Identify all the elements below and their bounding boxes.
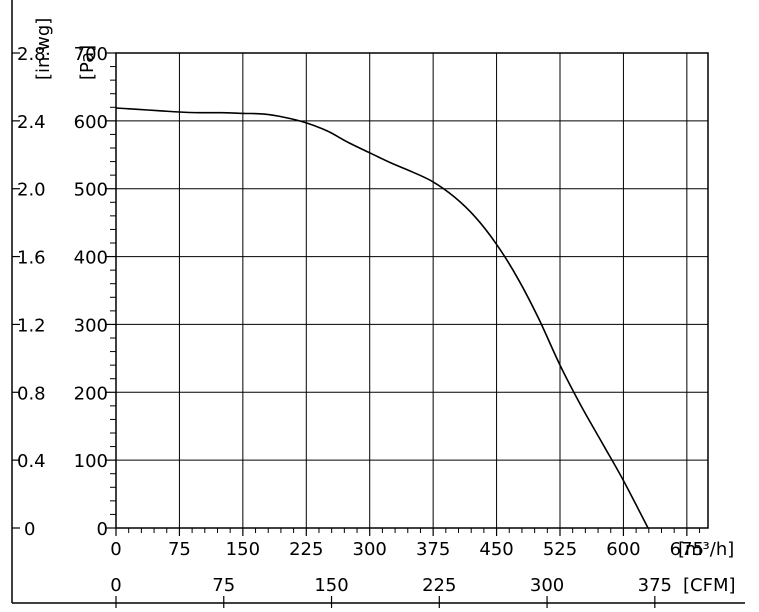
y-secondary-tick-label: 0	[24, 519, 35, 540]
x-unit-secondary: [CFM]	[683, 575, 736, 596]
y-tick-label: 700	[74, 44, 108, 65]
x-tick-label: 150	[226, 539, 260, 560]
x-tick-label: 225	[289, 539, 323, 560]
y-secondary-tick-label: 2.8	[17, 44, 46, 65]
x-tick-label: 75	[168, 539, 191, 560]
y-secondary-tick-label: 0.4	[17, 451, 46, 472]
tick-labels: 0 75 150 225 300 375 450 525 600 675 0 100 200 300 400…	[17, 44, 704, 596]
x-secondary-tick-label: 0	[110, 575, 121, 596]
y-tick-label: 0	[97, 519, 108, 540]
y-tick-label: 500	[74, 180, 108, 201]
y-secondary-tick-label: 0.8	[17, 383, 46, 404]
y-secondary-tick-label: 2.4	[17, 112, 46, 133]
y-secondary-tick-label: 2.0	[17, 180, 46, 201]
x-unit-primary: [m³/h]	[678, 539, 734, 560]
x-secondary-tick-label: 75	[212, 575, 235, 596]
x-secondary-tick-label: 225	[422, 575, 456, 596]
y-secondary-tick-label: 1.2	[17, 315, 46, 336]
x-secondary-tick-label: 300	[530, 575, 564, 596]
grid	[12, 52, 708, 608]
x-tick-label: 375	[416, 539, 450, 560]
performance-curve	[115, 107, 649, 529]
x-tick-label: 675	[670, 539, 704, 560]
plot-area-border	[115, 52, 709, 529]
x-tick-label: 450	[479, 539, 513, 560]
x-secondary-tick-label: 150	[314, 575, 348, 596]
y-tick-label: 600	[74, 112, 108, 133]
x-tick-label: 525	[543, 539, 577, 560]
y-tick-label: 300	[74, 315, 108, 336]
y-unit-secondary: [in.wg]	[33, 18, 54, 80]
minor-ticks	[110, 66, 701, 533]
x-tick-label: 600	[606, 539, 640, 560]
y-unit-primary: [Pa]	[77, 45, 98, 80]
x-secondary-tick-label: 375	[638, 575, 672, 596]
y-secondary-tick-label: 1.6	[17, 248, 46, 269]
y-tick-label: 100	[74, 451, 108, 472]
x-tick-label: 0	[110, 539, 121, 560]
y-tick-label: 400	[74, 248, 108, 269]
x-tick-label: 300	[353, 539, 387, 560]
series-layer	[115, 107, 649, 529]
y-tick-label: 200	[74, 383, 108, 404]
